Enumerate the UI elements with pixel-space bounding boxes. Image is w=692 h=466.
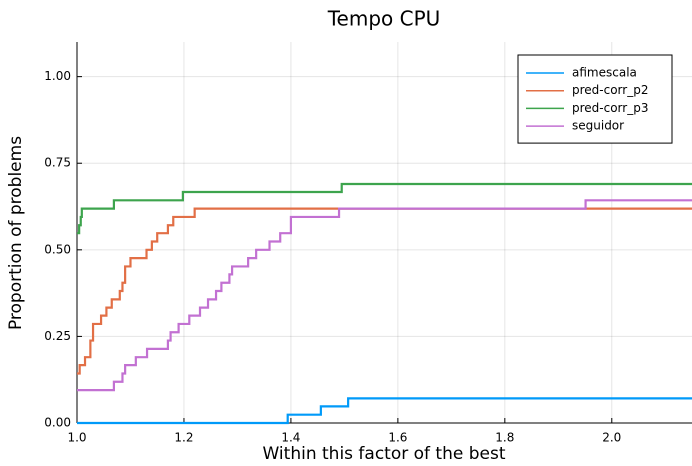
legend-label: afimescala — [572, 66, 637, 80]
y-tick-label: 0.75 — [44, 156, 71, 170]
x-axis-label: Within this factor of the best — [263, 444, 506, 464]
x-tick-label: 1.6 — [388, 431, 407, 445]
series-line — [77, 397, 692, 425]
y-tick-label: 0.25 — [44, 329, 71, 343]
y-tick-label: 0.00 — [44, 416, 71, 430]
y-tick-label: 1.00 — [44, 69, 71, 83]
legend: afimescala pred-corr_p2 pred-corr_p3seguid… — [517, 54, 673, 144]
legend-label: pred-corr_p2 — [572, 83, 648, 97]
x-tick-label: 1.0 — [67, 431, 86, 445]
chart-title: Tempo CPU — [327, 7, 441, 31]
y-axis-label: Proportion of problems — [6, 136, 26, 330]
series-line — [77, 207, 692, 375]
y-tick-label: 0.50 — [44, 242, 71, 256]
legend-box — [517, 54, 673, 144]
x-tick-label: 1.8 — [495, 431, 514, 445]
x-tick-label: 1.4 — [281, 431, 300, 445]
x-tick-label: 2.0 — [602, 431, 621, 445]
legend-label: pred-corr_p3 — [572, 101, 648, 115]
legend-label: seguidor — [572, 119, 624, 133]
series-line — [77, 199, 692, 392]
series-line — [77, 182, 692, 235]
x-tick-label: 1.2 — [174, 431, 193, 445]
